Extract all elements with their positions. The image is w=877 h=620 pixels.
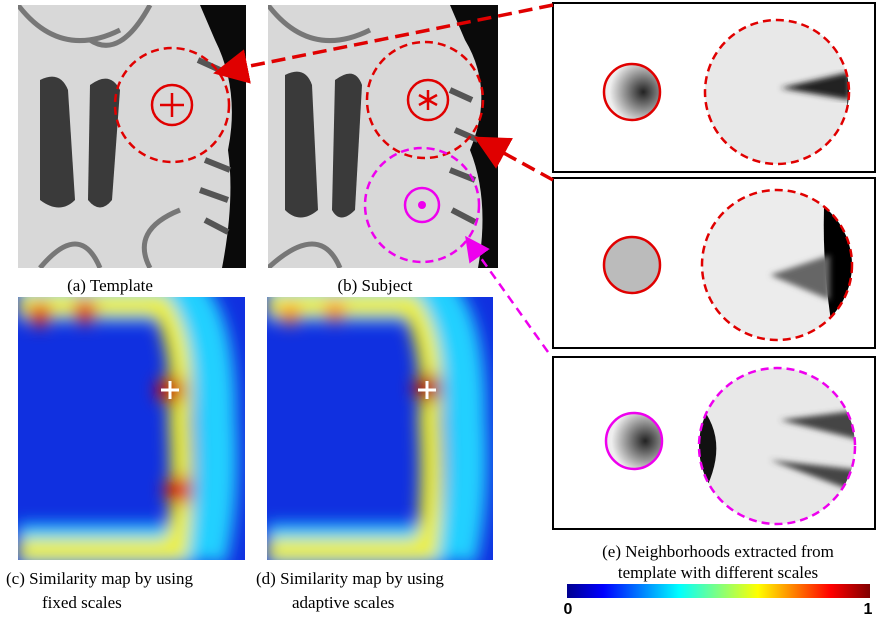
caption: adaptive scales <box>292 593 394 612</box>
caption: (d) Similarity map by using <box>256 569 444 588</box>
caption: fixed scales <box>42 593 122 612</box>
template-image <box>18 5 246 268</box>
caption: (e) Neighborhoods extracted from <box>602 542 834 561</box>
caption: (a) Template <box>67 276 153 295</box>
neighborhood-panels <box>553 3 875 530</box>
figure: 0 1 (a) Template (b) Subject (c) Similar… <box>0 0 877 620</box>
colorbar-min: 0 <box>564 601 573 618</box>
subject-image <box>268 5 498 268</box>
caption: (c) Similarity map by using <box>6 569 193 588</box>
caption: template with different scales <box>618 563 818 582</box>
similarity-map-fixed <box>18 297 245 560</box>
colorbar <box>567 584 870 598</box>
colorbar-max: 1 <box>864 601 873 618</box>
caption: (b) Subject <box>337 276 412 295</box>
similarity-map-adaptive <box>267 297 493 560</box>
